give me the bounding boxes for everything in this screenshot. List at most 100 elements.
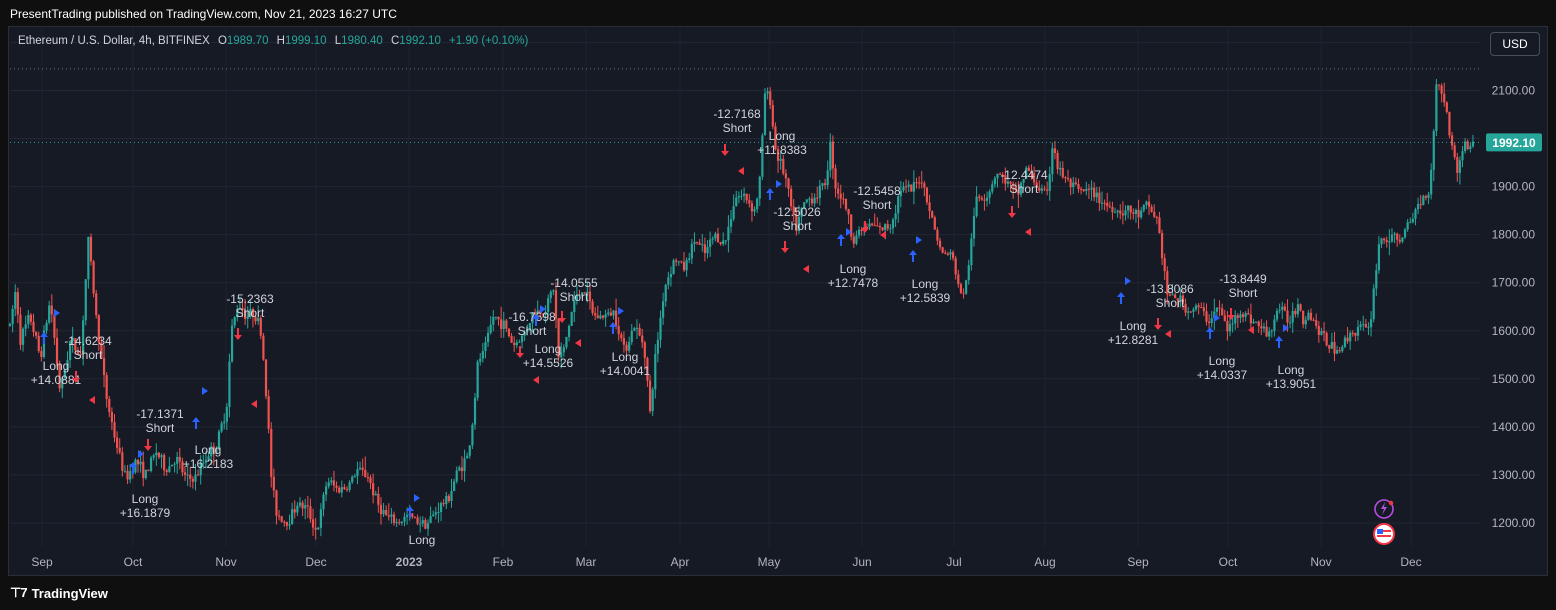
long-trade-label: +12.5839 xyxy=(900,291,951,305)
candle-body xyxy=(1035,182,1038,188)
candle-body xyxy=(155,452,158,456)
candle-body xyxy=(168,466,171,473)
candle-body xyxy=(857,229,861,236)
candle-body xyxy=(11,308,14,324)
candle-body xyxy=(89,236,93,262)
candle-body xyxy=(954,258,957,275)
short-trade-label: -13.8449 xyxy=(1219,272,1267,286)
candle-body xyxy=(1014,185,1017,190)
candle-body xyxy=(709,239,712,248)
flag-stripe-icon xyxy=(1377,535,1391,537)
candle-body xyxy=(1336,350,1339,354)
candle-body xyxy=(703,244,707,254)
candle-body xyxy=(191,478,194,482)
candle-body xyxy=(1445,102,1448,112)
candle-body xyxy=(280,516,283,522)
candle-body xyxy=(795,214,798,232)
candle-body xyxy=(1346,337,1349,342)
candle-body xyxy=(677,261,680,263)
candle-body xyxy=(1163,258,1166,272)
candle-body xyxy=(680,261,683,263)
long-trade-label: Long xyxy=(195,443,222,457)
candle-body xyxy=(160,455,163,458)
candle-body xyxy=(719,242,722,245)
candle-body xyxy=(1158,217,1161,234)
candle-body xyxy=(1116,210,1119,213)
candle-body xyxy=(800,207,803,217)
long-arrow-icon xyxy=(532,314,540,326)
candle-body xyxy=(16,292,19,315)
candle-body xyxy=(1113,212,1117,214)
candle-body xyxy=(941,247,944,253)
long-trade-label: +16.2183 xyxy=(183,457,234,471)
y-tick-label: 1400.00 xyxy=(1492,420,1536,434)
footer-brand[interactable]: ⊤7 TradingView xyxy=(10,585,108,601)
long-trade-label: +14.0041 xyxy=(600,364,651,378)
candle-body xyxy=(1471,141,1475,147)
candle-body xyxy=(385,509,388,516)
candle-body xyxy=(740,195,743,197)
candle-body xyxy=(706,247,709,254)
candle-body xyxy=(1406,222,1409,230)
candle-body xyxy=(894,213,897,220)
candle-body xyxy=(648,380,652,412)
candle-body xyxy=(826,170,829,186)
long-trade-label: Long xyxy=(769,129,796,143)
candle-body xyxy=(1069,179,1072,188)
candle-body xyxy=(1012,183,1015,186)
candle-body xyxy=(374,493,377,496)
currency-button[interactable]: USD xyxy=(1490,32,1540,56)
candle-body xyxy=(766,91,769,94)
candle-body xyxy=(455,470,458,482)
short-trade-label: -12.5458 xyxy=(853,184,901,198)
candle-body xyxy=(249,309,252,317)
candle-body xyxy=(204,459,208,463)
candle-body xyxy=(285,521,289,526)
entry-triangle-icon xyxy=(138,450,144,458)
chart-panel[interactable] xyxy=(8,26,1548,576)
candle-body xyxy=(586,291,589,294)
candle-body xyxy=(1210,318,1213,323)
candle-body xyxy=(194,474,197,482)
long-arrow-icon xyxy=(1275,336,1283,348)
symbol-title[interactable]: Ethereum / U.S. Dollar, 4h, BITFINEX xyxy=(18,35,210,47)
candle-body xyxy=(667,277,670,285)
short-trade-label: -12.5026 xyxy=(773,205,821,219)
candle-body xyxy=(910,184,913,192)
candle-body xyxy=(1160,233,1164,259)
candle-body xyxy=(68,341,72,361)
candle-body xyxy=(850,214,853,237)
candle-body xyxy=(897,196,900,214)
candle-body xyxy=(445,495,448,505)
long-arrow-icon xyxy=(129,462,137,474)
candle-body xyxy=(126,470,129,480)
candle-body xyxy=(1299,304,1302,311)
candle-body xyxy=(625,344,628,351)
candle-body xyxy=(552,290,555,292)
x-tick-label: Nov xyxy=(1310,555,1331,569)
candle-body xyxy=(353,476,356,478)
candle-body xyxy=(630,330,633,343)
candle-body xyxy=(48,305,51,323)
candle-body xyxy=(74,338,77,351)
candle-body xyxy=(306,505,309,507)
change-value: +1.90 (+0.10%) xyxy=(449,35,529,47)
candle-body xyxy=(1440,85,1443,94)
candle-body xyxy=(565,336,568,348)
short-trade-label: Short xyxy=(518,324,547,338)
y-tick-label: 1500.00 xyxy=(1492,372,1536,386)
candle-body xyxy=(959,284,963,293)
candle-body xyxy=(1330,341,1333,349)
candle-body xyxy=(24,324,27,329)
candle-body xyxy=(1202,307,1205,312)
candle-body xyxy=(842,198,845,200)
x-tick-label: Apr xyxy=(671,555,690,569)
candle-body xyxy=(136,459,140,465)
x-tick-label: Oct xyxy=(124,555,143,569)
candle-body xyxy=(1032,173,1036,183)
candle-body xyxy=(1320,331,1323,335)
candle-body xyxy=(473,397,477,425)
entry-triangle-icon xyxy=(1214,314,1220,322)
candle-body xyxy=(1388,241,1391,243)
